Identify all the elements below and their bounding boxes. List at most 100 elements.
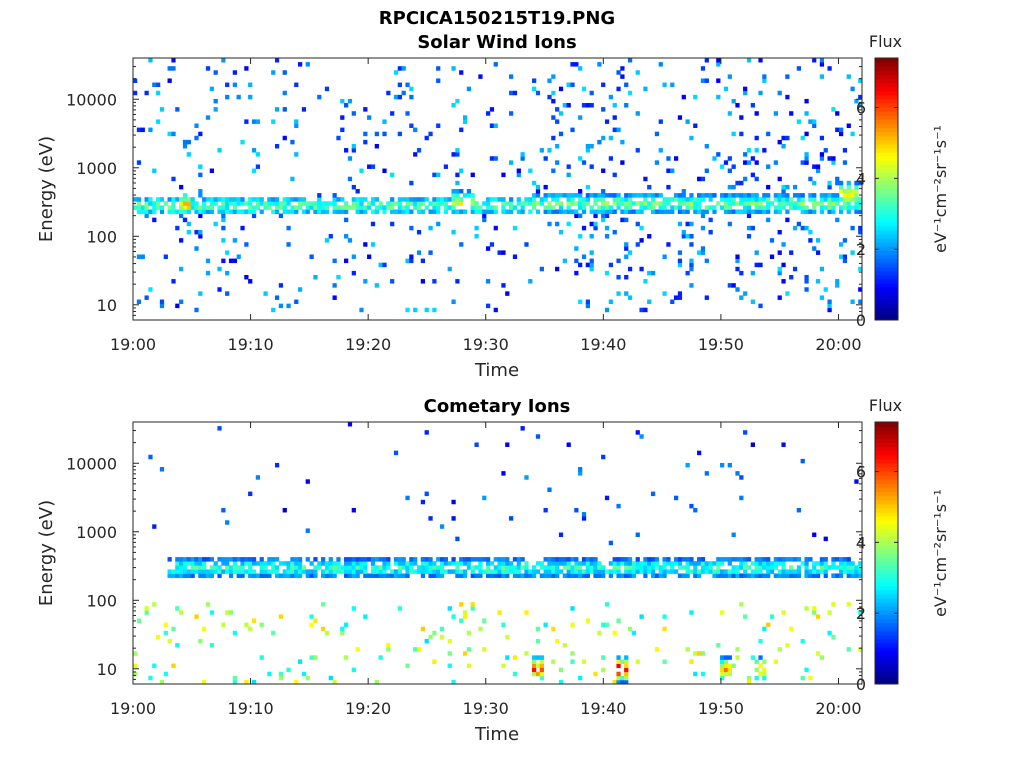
spectrogram-cell	[670, 82, 675, 88]
spectrogram-cell	[581, 512, 587, 517]
spectrogram-cell	[850, 250, 855, 255]
colorbar-segment	[875, 254, 898, 260]
y-tick-label: 10	[97, 296, 117, 315]
spectrogram-cell	[528, 168, 533, 174]
spectrogram-cell	[593, 561, 598, 566]
spectrogram-cell	[221, 557, 226, 562]
spectrogram-cell	[681, 565, 686, 570]
spectrogram-cell	[758, 209, 763, 214]
spectrogram-cell	[474, 573, 479, 578]
spectrogram-cell	[428, 516, 433, 521]
spectrogram-cell	[639, 565, 644, 570]
spectrogram-cell	[743, 209, 748, 214]
spectrogram-cell	[854, 565, 859, 570]
spectrogram-cell	[405, 663, 410, 669]
spectrogram-cell	[808, 209, 813, 214]
spectrogram-cell	[827, 307, 832, 313]
spectrogram-cell	[758, 663, 763, 669]
spectrogram-cell	[631, 193, 637, 198]
spectrogram-cell	[482, 557, 487, 562]
spectrogram-cell	[647, 270, 652, 276]
spectrogram-cell	[167, 557, 172, 562]
spectrogram-cell	[175, 209, 180, 214]
spectrogram-cell	[685, 569, 690, 574]
spectrogram-cell	[470, 573, 475, 578]
spectrogram-cell	[455, 197, 460, 202]
spectrogram-cell	[654, 565, 660, 570]
spectrogram-cell	[416, 197, 422, 202]
spectrogram-cell	[156, 119, 161, 124]
spectrogram-cell	[566, 569, 571, 574]
spectrogram-cell	[259, 201, 264, 206]
spectrogram-cell	[823, 573, 828, 578]
spectrogram-cell	[163, 254, 168, 259]
spectrogram-cell	[662, 201, 667, 206]
spectrogram-cell	[616, 618, 621, 623]
spectrogram-cell	[643, 569, 648, 574]
spectrogram-cell	[182, 209, 188, 214]
spectrogram-cell	[547, 94, 552, 100]
spectrogram-cell	[589, 209, 594, 214]
spectrogram-cell	[136, 205, 142, 210]
spectrogram-cell	[409, 94, 414, 100]
spectrogram-cell	[827, 201, 832, 206]
spectrogram-cell	[248, 626, 253, 632]
spectrogram-cell	[601, 655, 606, 660]
spectrogram-cell	[581, 254, 587, 259]
spectrogram-cell	[144, 197, 149, 202]
spectrogram-cell	[604, 119, 610, 124]
spectrogram-cell	[282, 107, 287, 112]
spectrogram-cell	[524, 197, 529, 202]
spectrogram-cell	[344, 258, 349, 264]
spectrogram-cell	[823, 565, 828, 570]
colorbar-segment	[875, 467, 898, 472]
spectrogram-cell	[616, 561, 621, 566]
spectrogram-cell	[244, 569, 249, 574]
spectrogram-cell	[163, 201, 168, 206]
spectrogram-cell	[332, 565, 337, 570]
spectrogram-cell	[505, 442, 510, 447]
colorbar-tick-label: 6	[856, 99, 866, 118]
spectrogram-cell	[792, 573, 798, 578]
spectrogram-cell	[624, 197, 629, 202]
spectrogram-cell	[812, 164, 817, 169]
colorbar-title: Flux	[869, 396, 902, 415]
spectrogram-cell	[225, 569, 230, 574]
spectrogram-cell	[282, 197, 287, 202]
spectrogram-cell	[186, 197, 191, 202]
spectrogram-cell	[658, 573, 663, 578]
spectrogram-cell	[647, 569, 652, 574]
spectrogram-cell	[581, 205, 587, 210]
spectrogram-cell	[493, 307, 498, 313]
spectrogram-cell	[854, 189, 859, 194]
spectrogram-cell	[608, 205, 614, 210]
spectrogram-cell	[282, 573, 287, 578]
spectrogram-cell	[485, 209, 491, 214]
spectrogram-cell	[735, 569, 740, 574]
spectrogram-cell	[236, 209, 241, 214]
spectrogram-cell	[305, 62, 310, 67]
spectrogram-cell	[363, 569, 368, 574]
spectrogram-cell	[194, 205, 199, 210]
spectrogram-cell	[677, 557, 683, 562]
spectrogram-cell	[532, 659, 537, 664]
spectrogram-cell	[267, 671, 272, 677]
spectrogram-cell	[202, 201, 207, 206]
spectrogram-cell	[743, 569, 748, 574]
colorbar-segment	[875, 544, 898, 550]
spectrogram-cell	[612, 557, 617, 562]
spectrogram-cell	[835, 197, 840, 202]
spectrogram-cell	[831, 160, 836, 165]
spectrogram-cell	[451, 679, 456, 685]
spectrogram-cell	[485, 201, 491, 206]
spectrogram-cell	[355, 569, 360, 574]
spectrogram-cell	[566, 561, 571, 566]
spectrogram-cell	[558, 557, 564, 562]
spectrogram-cell	[639, 193, 644, 198]
spectrogram-cell	[804, 573, 809, 578]
spectrogram-cell	[424, 307, 429, 313]
colorbar-segment	[875, 78, 898, 84]
spectrogram-cell	[693, 561, 698, 566]
spectrogram-cell	[727, 561, 732, 566]
colorbar-segment	[875, 651, 898, 656]
